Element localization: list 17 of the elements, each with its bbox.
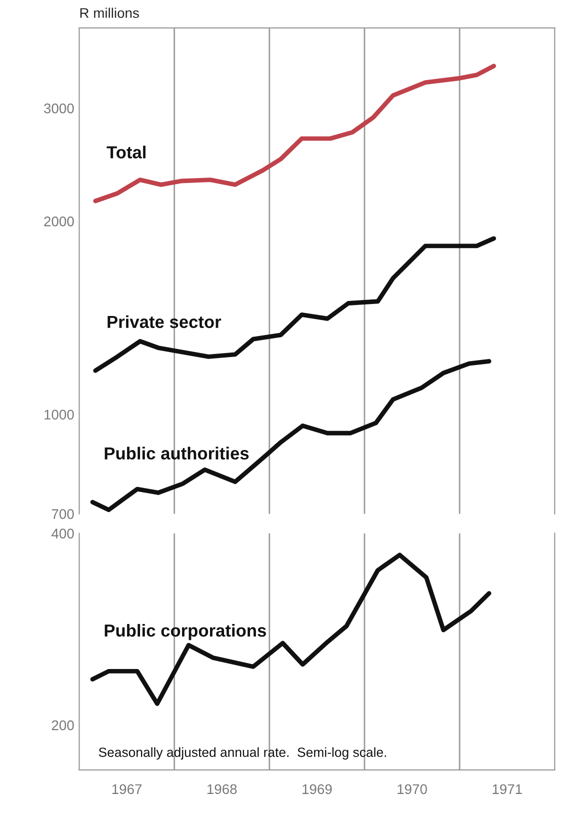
series-label: Public authorities <box>104 446 249 460</box>
y-tick-label: 200 <box>52 720 74 730</box>
x-tick-label: 1969 <box>302 784 332 794</box>
series-label: Public corporations <box>104 624 266 640</box>
y-tick-label: 400 <box>52 528 74 538</box>
x-tick-label: 1967 <box>112 784 142 794</box>
series-label: Private sector <box>108 315 222 328</box>
series-label: Total <box>106 146 146 158</box>
y-tick-label: 2000 <box>44 216 74 226</box>
x-tick-label: 1970 <box>398 784 427 794</box>
x-tick-label: 1971 <box>492 784 522 794</box>
x-tick-label: 1968 <box>207 784 237 794</box>
y-tick-label: 700 <box>52 509 74 519</box>
y-axis-title: R millions <box>80 8 139 18</box>
annotation: Seasonally adjusted annual rate. Semi-log scale. <box>98 747 386 760</box>
y-tick-label: 3000 <box>44 103 74 114</box>
y-tick-label: 1000 <box>44 410 74 420</box>
